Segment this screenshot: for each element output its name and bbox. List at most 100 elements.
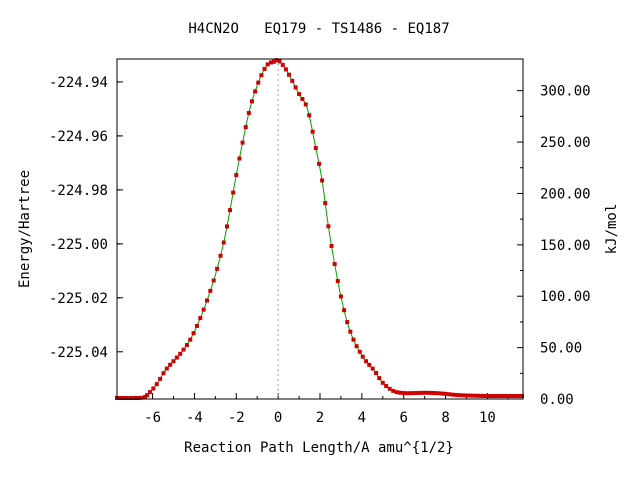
data-point [429, 390, 434, 395]
data-point [265, 62, 270, 67]
y2-tick-label: 200.00 [540, 186, 591, 202]
data-point [124, 396, 129, 400]
chart-title: H4CN2O EQ179 - TS1486 - EQ187 [188, 21, 449, 37]
data-point [194, 323, 199, 328]
data-point [422, 390, 427, 395]
data-point [303, 102, 308, 107]
data-point [221, 240, 226, 245]
data-point [364, 359, 369, 364]
data-point [142, 394, 147, 399]
data-point [307, 113, 312, 118]
data-point [447, 392, 452, 397]
data-point [310, 129, 315, 134]
data-point [277, 59, 282, 64]
data-point [471, 393, 476, 398]
data-point [138, 395, 143, 400]
data-point [326, 224, 331, 229]
data-point [151, 386, 156, 391]
data-point [380, 380, 385, 385]
y2-tick-label: 100.00 [540, 289, 591, 305]
y2-tick-label: 0.00 [540, 392, 574, 408]
data-point [161, 371, 166, 376]
y2-tick-label: 150.00 [540, 238, 591, 254]
data-point [145, 393, 150, 398]
data-point [412, 391, 417, 396]
x-tick-label: -4 [186, 410, 203, 426]
data-point [168, 362, 173, 367]
data-point [513, 394, 518, 399]
data-point [154, 382, 159, 387]
data-point [274, 58, 279, 63]
y-tick-label: -224.94 [49, 75, 108, 91]
data-point [317, 161, 322, 166]
data-point [231, 190, 236, 195]
data-point [290, 78, 295, 83]
data-point [387, 386, 392, 391]
data-point [259, 73, 264, 78]
data-point [348, 329, 353, 334]
data-point [506, 394, 511, 399]
data-point [132, 396, 137, 400]
data-point [461, 393, 466, 398]
data-point [147, 390, 152, 395]
data-point [249, 99, 254, 104]
data-point [401, 391, 406, 396]
y-tick-label: -225.04 [49, 345, 108, 361]
data-point [329, 244, 334, 249]
data-point [450, 392, 455, 397]
plot-frame [116, 58, 524, 400]
energy-profile-points [115, 58, 524, 400]
data-point [345, 320, 350, 325]
y-tick-label: -224.96 [49, 129, 108, 145]
data-point [181, 347, 186, 352]
data-point [509, 394, 514, 399]
data-point [495, 394, 500, 399]
x-tick-label: 8 [441, 410, 449, 426]
data-point [367, 362, 372, 367]
data-point [313, 146, 318, 151]
data-point [419, 390, 424, 395]
y2-tick-label: 50.00 [540, 341, 582, 357]
data-point [433, 391, 438, 396]
data-point [394, 390, 399, 395]
x-tick-label: 0 [274, 410, 282, 426]
data-point [474, 393, 479, 398]
data-point [323, 201, 328, 206]
data-point [481, 393, 486, 398]
data-point [262, 66, 267, 71]
data-point [354, 344, 359, 349]
data-point [128, 396, 133, 400]
data-point [188, 337, 193, 342]
data-point [215, 266, 220, 271]
data-point [271, 59, 276, 64]
data-point [120, 396, 125, 400]
data-point [370, 366, 375, 371]
y2-tick-label: 250.00 [540, 135, 591, 151]
data-point [485, 394, 490, 399]
y2-tick-label: 300.00 [540, 84, 591, 100]
y-tick-label: -225.02 [49, 291, 108, 307]
x-tick-label: 4 [358, 410, 366, 426]
data-point [178, 351, 183, 356]
data-point [499, 394, 504, 399]
x-tick-label: 10 [479, 410, 496, 426]
data-point [204, 298, 209, 303]
data-point [443, 391, 448, 396]
x-tick-label: 2 [316, 410, 324, 426]
data-point [234, 173, 239, 178]
data-point [488, 394, 493, 399]
x-tick-label: -2 [228, 410, 245, 426]
y-tick-label: -224.98 [49, 183, 108, 199]
y2-axis-label: kJ/mol [604, 204, 620, 255]
data-point [158, 376, 163, 381]
data-point [240, 140, 245, 145]
data-point [519, 394, 524, 399]
data-point [268, 60, 273, 65]
data-point [117, 396, 122, 400]
data-point [243, 125, 248, 130]
data-point [332, 262, 337, 267]
data-point [360, 354, 365, 359]
data-point [492, 394, 497, 399]
data-point [338, 294, 343, 299]
